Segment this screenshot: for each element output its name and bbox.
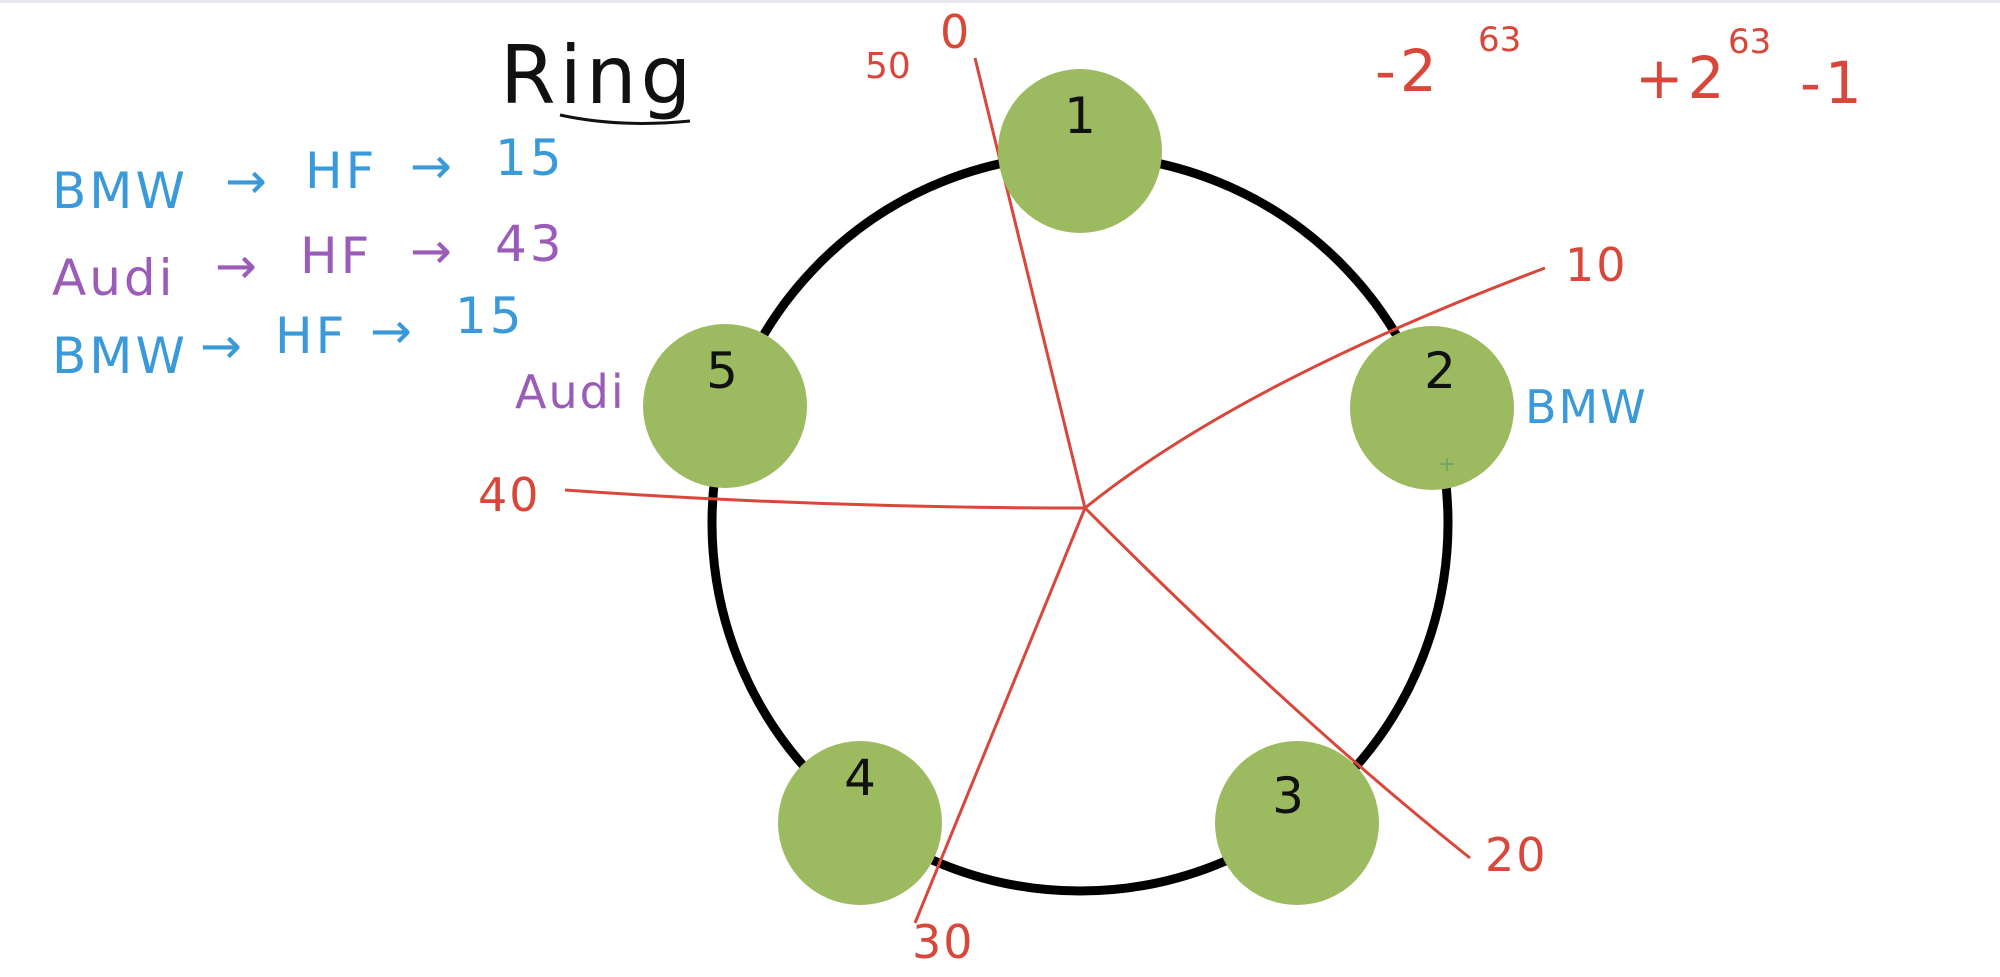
key-label-audi: Audi: [515, 365, 626, 419]
note-1-fn: HF: [305, 142, 377, 200]
range-min-base: -2: [1375, 37, 1441, 105]
range-max-suffix: -1: [1800, 49, 1866, 117]
note-3-value: 15: [455, 287, 525, 345]
cursor-crosshair-icon: [1440, 458, 1454, 471]
node-5-label: 5: [706, 342, 738, 400]
key-label-bmw: BMW: [1525, 380, 1648, 434]
partition-line-30: [913, 507, 1087, 924]
node-5-circle: [643, 324, 807, 488]
note-2-arrow-2: →: [410, 222, 455, 280]
node-4: 4: [778, 741, 942, 905]
partition-label-40: 40: [478, 468, 541, 522]
note-2-fn: HF: [300, 227, 372, 285]
hash-note-1: BMW → HF → 15: [52, 129, 565, 220]
hash-range-min: -2 63: [1375, 20, 1521, 105]
hash-range-max: +2 63 -1: [1635, 22, 1866, 117]
partition-line-0: [973, 57, 1087, 509]
note-3-fn: HF: [275, 307, 347, 365]
range-max-exponent: 63: [1728, 22, 1771, 62]
partition-label-30: 30: [912, 915, 975, 969]
partition-label-20: 20: [1485, 828, 1548, 882]
note-2-key: Audi: [52, 249, 176, 307]
partition-line-40: [564, 488, 1086, 510]
partition-label-0: 0: [940, 5, 971, 59]
node-1-label: 1: [1064, 87, 1096, 145]
node-4-label: 4: [844, 749, 876, 807]
partition-lines: [564, 57, 1546, 924]
partition-label-10: 10: [1565, 238, 1628, 292]
note-2-value: 43: [495, 215, 565, 273]
node-2-circle: [1350, 326, 1514, 490]
node-5: 5: [643, 324, 807, 488]
partition-line-10: [1084, 266, 1546, 510]
range-min-exponent: 63: [1478, 20, 1521, 60]
node-1: 1: [998, 69, 1162, 233]
note-1-arrow-2: →: [410, 137, 455, 195]
node-1-circle: [998, 69, 1162, 233]
node-2: 2: [1350, 326, 1514, 490]
diagram-title: Ring: [500, 29, 695, 122]
node-3: 3: [1215, 741, 1379, 905]
ring-diagram: Ring BMW → HF → 15 Audi → HF → 43 BMW → …: [52, 5, 1866, 969]
note-3-arrow-1: →: [200, 317, 245, 375]
note-2-arrow-1: →: [215, 237, 260, 295]
partition-line-20: [1083, 506, 1471, 860]
node-4-circle: [778, 741, 942, 905]
node-3-circle: [1215, 741, 1379, 905]
note-3-arrow-2: →: [370, 302, 415, 360]
partition-label-50: 50: [865, 46, 911, 87]
node-2-label: 2: [1424, 342, 1456, 400]
title-underline-stroke: [559, 113, 691, 125]
hash-note-3: BMW → HF → 15: [52, 287, 525, 385]
note-1-value: 15: [495, 129, 565, 187]
note-1-arrow-1: →: [225, 152, 270, 210]
hash-note-2: Audi → HF → 43: [52, 215, 565, 307]
note-1-key: BMW: [52, 162, 188, 220]
range-max-base: +2: [1635, 44, 1729, 112]
note-3-key: BMW: [52, 327, 188, 385]
node-3-label: 3: [1272, 767, 1304, 825]
